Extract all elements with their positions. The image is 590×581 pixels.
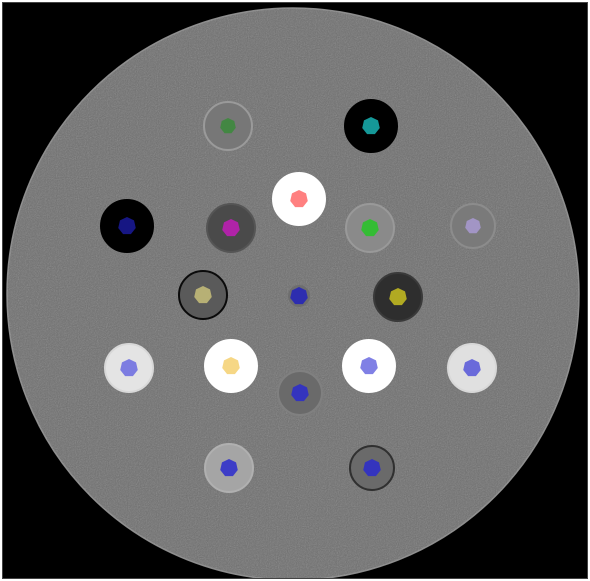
insert-left-bright [104,343,154,393]
roi-marker [220,118,236,134]
roi-marker [465,218,481,234]
insert-right-bright [447,343,497,393]
insert-top-right-air [344,99,398,153]
ct-phantom-image [6,7,580,578]
roi-marker [290,190,308,208]
insert-center-top-dense [272,172,326,226]
insert-mid-left-dark [206,203,256,253]
roi-marker [118,217,136,235]
insert-bottom-right [349,445,395,491]
roi-marker [222,219,240,237]
roi-marker [362,117,380,135]
roi-marker [290,287,308,305]
roi-marker [222,357,240,375]
insert-inner-right-white [342,339,396,393]
roi-marker [361,219,379,237]
roi-marker [120,359,138,377]
roi-marker [463,359,481,377]
insert-ring-left [178,270,228,320]
roi-marker [360,357,378,375]
insert-bottom-left-light [204,443,254,493]
insert-lower-center [277,370,323,416]
insert-top-left-faint [203,101,253,151]
insert-inner-left-white [204,339,258,393]
roi-marker [291,384,309,402]
insert-far-right-faint [450,203,496,249]
insert-mid-right-light [345,203,395,253]
inserts-group [100,99,497,493]
insert-left-air [100,199,154,253]
roi-marker [363,459,381,477]
roi-marker [194,286,212,304]
roi-marker [389,288,407,306]
insert-center [288,285,310,307]
roi-marker [220,459,238,477]
insert-ring-right-dark [373,272,423,322]
